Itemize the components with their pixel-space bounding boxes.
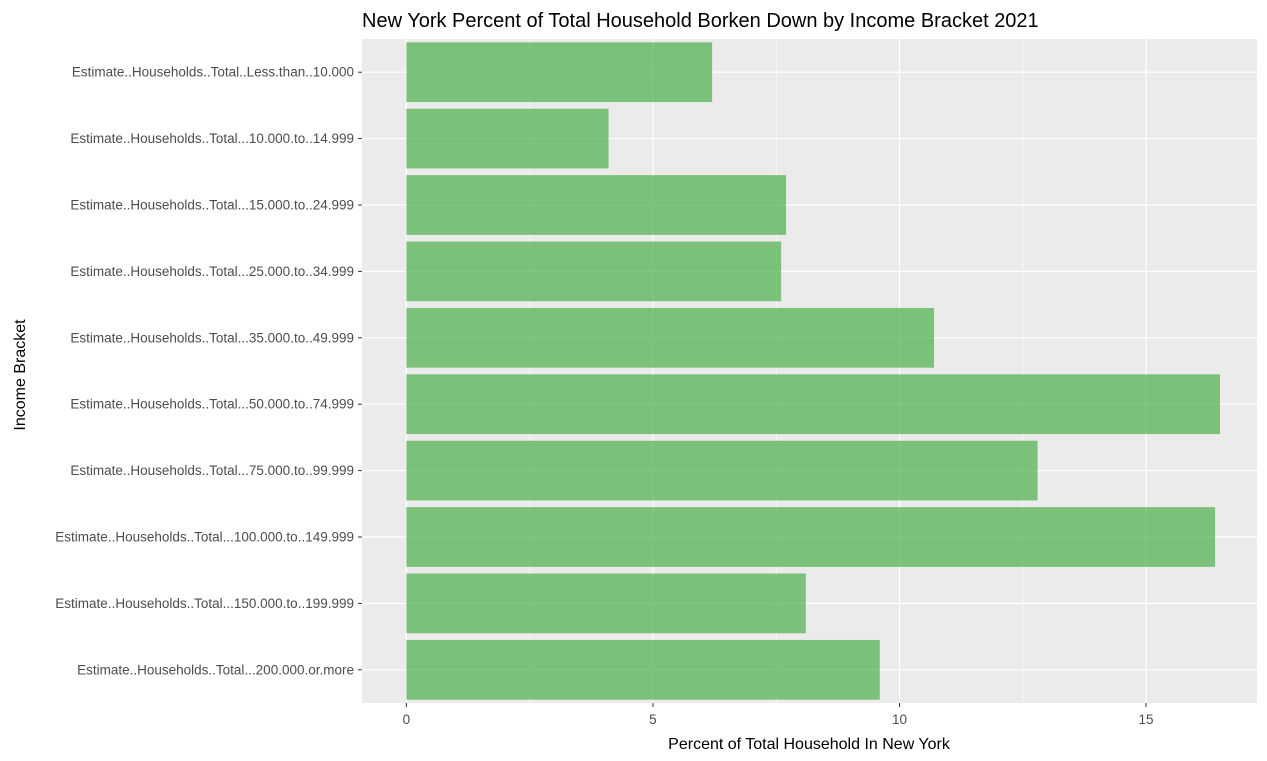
y-tick-label: Estimate..Households..Total...150.000.to…: [55, 596, 354, 611]
bar: [406, 440, 1038, 501]
y-tick-label: Estimate..Households..Total...100.000.to…: [55, 530, 354, 545]
x-axis-title: Percent of Total Household In New York: [668, 736, 951, 753]
bar: [406, 507, 1216, 567]
bar: [406, 241, 782, 302]
y-tick-label: Estimate..Households..Total...50.000.to.…: [70, 397, 354, 412]
bar: [406, 639, 880, 700]
y-tick-label: Estimate..Households..Total...15.000.to.…: [70, 198, 354, 213]
bar: [406, 175, 787, 235]
y-tick-label: Estimate..Households..Total...35.000.to.…: [70, 330, 354, 345]
x-tick-label: 10: [892, 712, 907, 727]
y-tick-label: Estimate..Households..Total..Less.than..…: [72, 65, 354, 80]
x-tick-label: 15: [1139, 712, 1154, 727]
bars: [406, 42, 1221, 700]
x-tick-label: 0: [403, 712, 411, 727]
y-tick-label: Estimate..Households..Total...200.000.or…: [77, 662, 354, 677]
chart-title: New York Percent of Total Household Bork…: [362, 10, 1039, 32]
bar: [406, 42, 713, 103]
bar: [406, 374, 1221, 435]
y-axis-tick-labels: Estimate..Households..Total..Less.than..…: [55, 65, 362, 677]
bar: [406, 108, 609, 169]
y-axis-title: Income Bracket: [12, 319, 29, 431]
x-tick-label: 5: [649, 712, 657, 727]
bar: [406, 307, 935, 368]
bar: [406, 573, 806, 634]
y-tick-label: Estimate..Households..Total...25.000.to.…: [70, 264, 354, 279]
y-tick-label: Estimate..Households..Total...10.000.to.…: [70, 131, 354, 146]
x-axis-tick-labels: 0 5 10 15: [403, 703, 1154, 727]
y-tick-label: Estimate..Households..Total...75.000.to.…: [70, 463, 354, 478]
